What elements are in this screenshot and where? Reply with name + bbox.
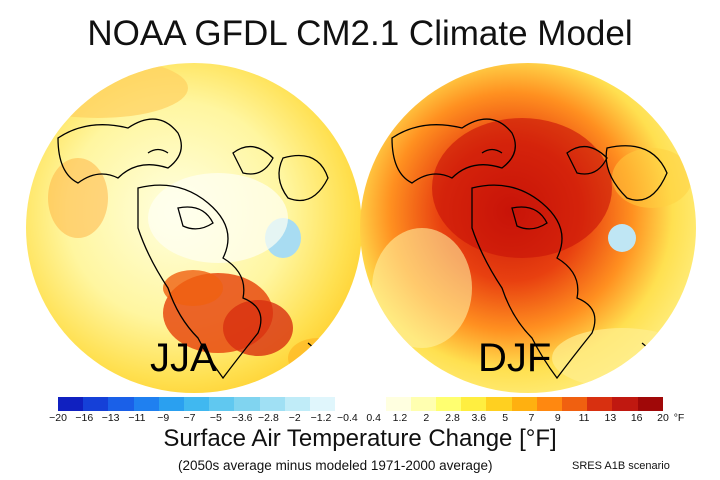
legend-tick-label: −13 <box>101 412 120 424</box>
colorbar-cell <box>511 397 537 411</box>
legend-tick-label: 11 <box>578 412 590 424</box>
colorbar-cell <box>360 397 386 411</box>
legend-tick-label: 1.2 <box>392 412 408 424</box>
globe-jja-map <box>26 63 362 393</box>
colorbar-cell <box>562 397 588 411</box>
season-label-djf: DJF <box>478 336 552 380</box>
legend-subtitle: (2050s average minus modeled 1971-2000 a… <box>178 458 493 473</box>
legend-tick-label: 0.4 <box>366 412 381 424</box>
legend-colorbar <box>58 397 663 411</box>
legend-tick-label: −2.8 <box>258 412 279 424</box>
legend-tick-label: −9 <box>157 412 170 424</box>
colorbar-cell <box>385 397 411 411</box>
legend-tick-label: −3.6 <box>231 412 253 424</box>
legend-tick-label: −1.2 <box>310 412 332 424</box>
legend-tick-label: 7 <box>528 412 535 424</box>
colorbar-cell <box>234 397 260 411</box>
legend-tick-label: −2 <box>288 412 301 424</box>
legend-tick-label: −7 <box>183 412 196 424</box>
legend-tick-label: 3.6 <box>471 412 487 424</box>
colorbar-cell <box>310 397 336 411</box>
colorbar-cell <box>612 397 638 411</box>
legend-tick-label: 9 <box>554 412 561 424</box>
legend-tick-label: −5 <box>209 412 222 424</box>
colorbar-cell <box>209 397 235 411</box>
legend-tick-label: −16 <box>75 412 94 424</box>
colorbar-cell <box>486 397 512 411</box>
legend-unit-label: °F <box>673 412 685 424</box>
colorbar-cell <box>284 397 311 411</box>
legend-tick-label: 20 <box>657 412 669 424</box>
map-title: NOAA GFDL CM2.1 Climate Model <box>87 14 633 53</box>
legend-tick-label: 2 <box>423 412 430 424</box>
colorbar-cell <box>461 397 487 411</box>
legend-tick-label: 16 <box>630 412 643 424</box>
colorbar-cell <box>83 397 109 411</box>
colorbar-cell <box>335 397 361 411</box>
scenario-label: SRES A1B scenario <box>572 460 670 472</box>
globe-djf-map <box>360 63 696 393</box>
legend-title: Surface Air Temperature Change [°F] <box>163 425 557 452</box>
legend-tick-label: −20 <box>49 412 67 424</box>
legend-ticks: −20 −16 −13 −11 −9 −7 −5 −3.6 −2.8 −2 −1.2 −0.4 0.4 1… <box>38 412 698 426</box>
colorbar-cell <box>58 397 84 411</box>
globe-jja <box>18 58 370 398</box>
colorbar-cell <box>637 397 663 411</box>
legend-tick-label: 13 <box>604 412 617 424</box>
legend-tick-label: −0.4 <box>336 412 358 424</box>
colorbar-cell <box>587 397 613 411</box>
season-label-jja: JJA <box>150 336 217 380</box>
colorbar-cell <box>158 397 185 411</box>
colorbar-cell <box>108 397 134 411</box>
colorbar-cell <box>436 397 462 411</box>
legend-tick-label: 5 <box>502 412 509 424</box>
colorbar-cell <box>536 397 563 411</box>
colorbar-cell <box>184 397 210 411</box>
legend-tick-label: 2.8 <box>445 412 460 424</box>
colorbar-cell <box>133 397 159 411</box>
globe-djf <box>352 58 704 398</box>
legend-tick-label: −11 <box>128 412 146 424</box>
colorbar-cell <box>410 397 437 411</box>
colorbar-cell <box>259 397 285 411</box>
